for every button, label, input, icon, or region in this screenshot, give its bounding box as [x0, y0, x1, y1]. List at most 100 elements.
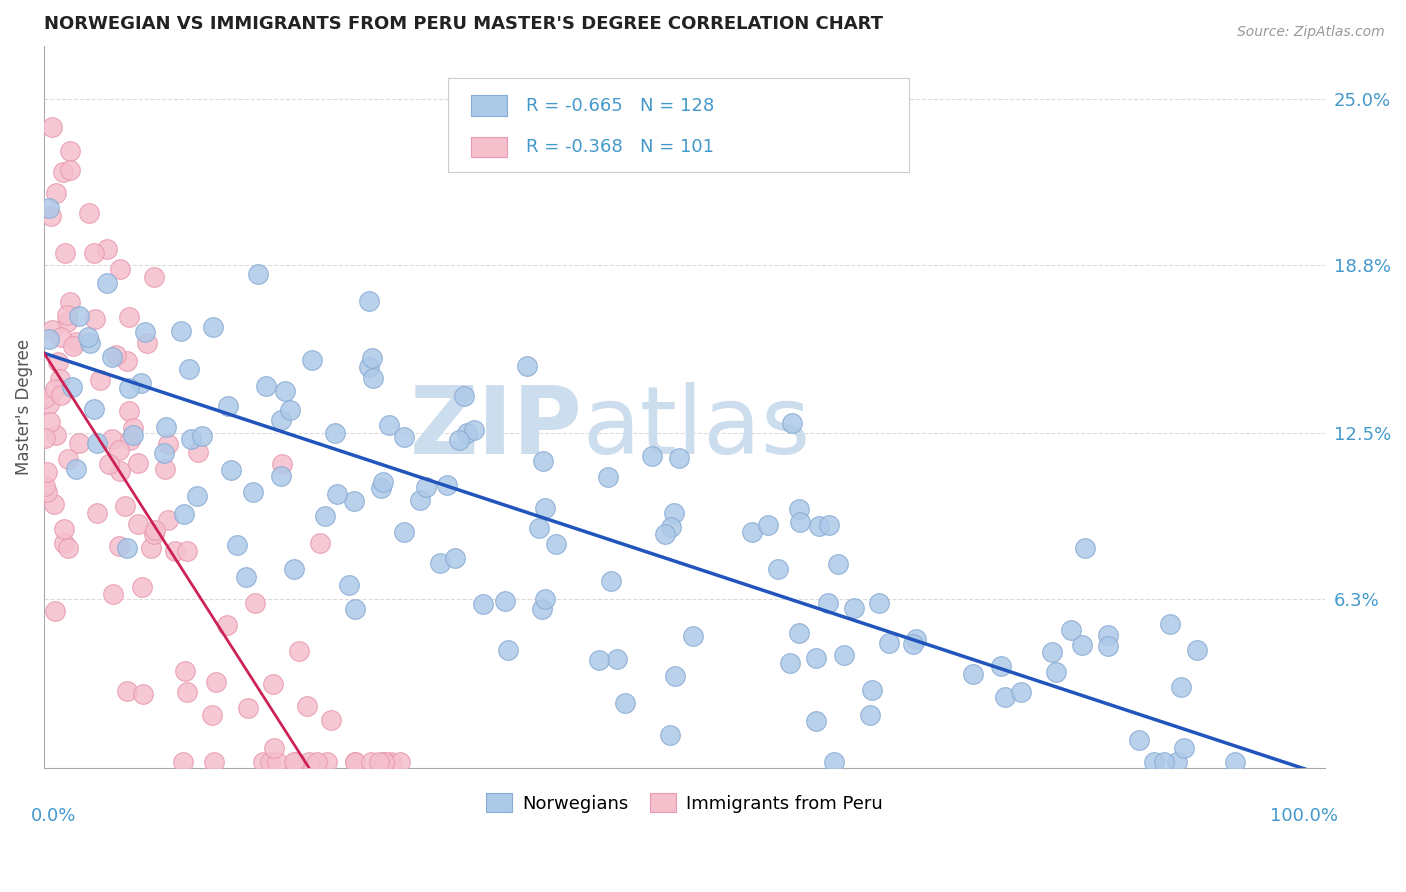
- Text: 100.0%: 100.0%: [1270, 807, 1339, 825]
- Point: [118, 404, 141, 418]
- Point: [53, 246, 76, 260]
- Point: [35, 484, 58, 499]
- Point: [270, 468, 292, 483]
- Point: [463, 423, 485, 437]
- Point: [361, 370, 384, 384]
- Point: [173, 507, 195, 521]
- Point: [315, 756, 337, 770]
- Point: [103, 587, 125, 601]
- Point: [415, 480, 437, 494]
- Point: [254, 378, 277, 392]
- Point: [789, 515, 811, 529]
- Point: [83, 401, 105, 416]
- Point: [49, 387, 72, 401]
- Point: [1170, 681, 1192, 695]
- Point: [262, 677, 284, 691]
- Point: [388, 756, 411, 770]
- Point: [1074, 541, 1097, 555]
- Point: [271, 457, 294, 471]
- Point: [263, 740, 285, 755]
- Point: [321, 713, 343, 727]
- Point: [534, 591, 557, 606]
- Point: [252, 756, 274, 770]
- Point: [56, 541, 79, 555]
- FancyBboxPatch shape: [471, 136, 506, 157]
- Text: R = -0.368   N = 101: R = -0.368 N = 101: [526, 137, 714, 156]
- Point: [215, 617, 238, 632]
- Point: [172, 756, 194, 770]
- Point: [108, 464, 131, 478]
- Point: [471, 597, 494, 611]
- Point: [305, 756, 328, 770]
- Point: [664, 669, 686, 683]
- Point: [121, 428, 143, 442]
- Point: [1070, 638, 1092, 652]
- Point: [34, 391, 56, 405]
- Point: [139, 541, 162, 555]
- Point: [179, 362, 201, 376]
- Point: [449, 434, 471, 448]
- Point: [868, 596, 890, 610]
- Point: [191, 429, 214, 443]
- Point: [52, 165, 75, 179]
- Point: [77, 206, 100, 220]
- Point: [378, 417, 401, 432]
- Point: [115, 683, 138, 698]
- Point: [155, 461, 177, 475]
- Point: [741, 525, 763, 540]
- Point: [531, 602, 554, 616]
- Point: [56, 315, 79, 329]
- Point: [962, 667, 984, 681]
- Point: [373, 756, 395, 770]
- Point: [787, 502, 810, 516]
- Point: [108, 540, 131, 554]
- Point: [1060, 624, 1083, 638]
- Point: [283, 756, 305, 770]
- Point: [67, 436, 90, 450]
- Point: [152, 446, 174, 460]
- Point: [120, 434, 142, 448]
- Point: [756, 517, 779, 532]
- Point: [546, 537, 568, 551]
- Point: [1097, 628, 1119, 642]
- Point: [588, 652, 610, 666]
- Point: [1010, 685, 1032, 699]
- Point: [202, 319, 225, 334]
- Point: [62, 339, 84, 353]
- Point: [817, 596, 839, 610]
- Point: [157, 436, 180, 450]
- Point: [217, 400, 239, 414]
- Point: [266, 756, 288, 770]
- Point: [170, 325, 193, 339]
- Point: [132, 687, 155, 701]
- Point: [301, 352, 323, 367]
- Point: [409, 493, 432, 508]
- Point: [65, 462, 87, 476]
- Point: [807, 519, 830, 533]
- Point: [392, 429, 415, 443]
- Point: [436, 477, 458, 491]
- Point: [49, 330, 72, 344]
- FancyBboxPatch shape: [471, 95, 506, 116]
- Point: [494, 594, 516, 608]
- Point: [682, 629, 704, 643]
- Point: [860, 682, 883, 697]
- Point: [89, 373, 111, 387]
- Point: [42, 496, 65, 510]
- Point: [34, 479, 56, 493]
- Point: [104, 348, 127, 362]
- Point: [142, 270, 165, 285]
- Point: [59, 162, 82, 177]
- Point: [204, 675, 226, 690]
- Text: Source: ZipAtlas.com: Source: ZipAtlas.com: [1237, 25, 1385, 39]
- Point: [326, 487, 349, 501]
- Point: [613, 696, 636, 710]
- Point: [44, 382, 66, 396]
- Point: [156, 513, 179, 527]
- Point: [242, 485, 264, 500]
- Point: [278, 402, 301, 417]
- Text: 0.0%: 0.0%: [31, 807, 77, 825]
- Point: [818, 518, 841, 533]
- Point: [344, 756, 367, 770]
- Point: [202, 756, 225, 770]
